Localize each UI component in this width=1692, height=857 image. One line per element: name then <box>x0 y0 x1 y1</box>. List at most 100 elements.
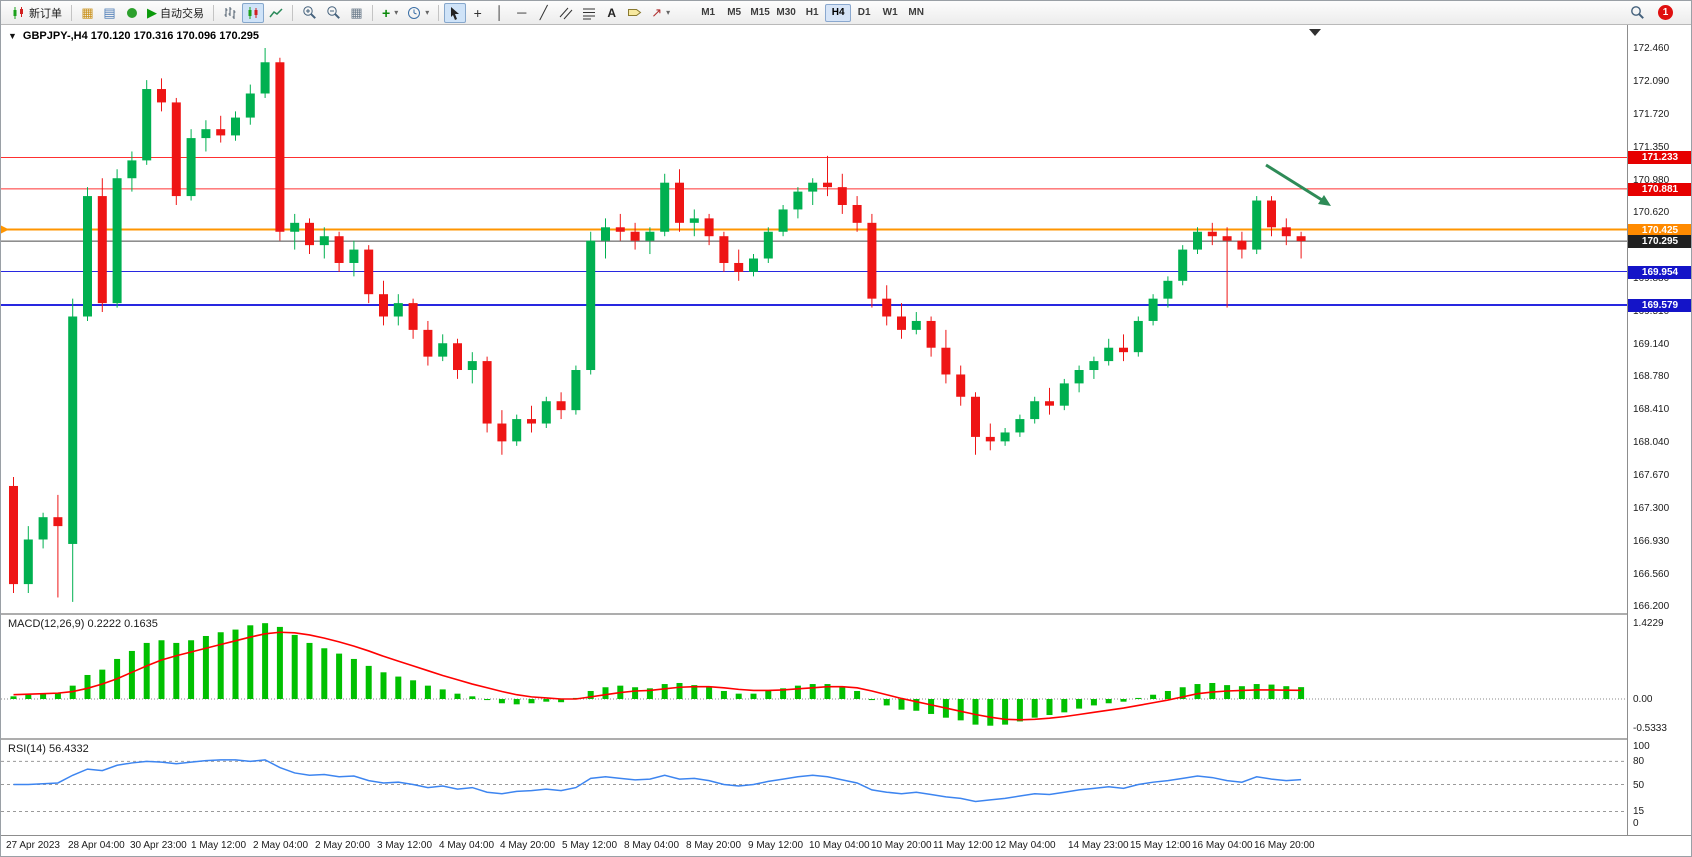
time-axis-label: 15 May 12:00 <box>1130 840 1191 851</box>
price-axis-label: 168.040 <box>1633 437 1670 449</box>
profiles-button[interactable]: ▤ <box>99 3 120 23</box>
timeframe-button-m15[interactable]: M15 <box>747 4 773 22</box>
channel-tool-button[interactable] <box>555 3 577 23</box>
price-tag: 171.233 <box>1628 151 1691 165</box>
price-axis-label: 167.670 <box>1633 470 1670 482</box>
vertical-line-tool-button[interactable]: │ <box>489 3 510 23</box>
timeframe-button-d1[interactable]: D1 <box>851 4 877 22</box>
toolbar-separator <box>213 4 214 21</box>
charts-grid-icon: ▦ <box>81 5 94 20</box>
label-tool-button[interactable] <box>623 3 646 23</box>
trendline-icon: ╱ <box>539 5 548 20</box>
toolbar-separator <box>71 4 72 21</box>
macd-plot <box>1 623 1627 726</box>
dropdown-arrow-icon: ▾ <box>394 8 399 17</box>
bars-chart-icon <box>224 6 236 19</box>
time-axis-label: 8 May 04:00 <box>624 840 680 851</box>
time-axis-label: 2 May 20:00 <box>315 840 371 851</box>
sounds-icon <box>126 7 137 18</box>
cursor-tool-button[interactable] <box>444 2 467 23</box>
time-axis-label: 4 May 20:00 <box>500 840 556 851</box>
new-order-button[interactable]: 新订单 <box>7 3 66 23</box>
time-axis-label: 28 Apr 04:00 <box>68 840 125 851</box>
charts-grid-button[interactable]: ▦ <box>77 3 98 23</box>
sounds-button[interactable] <box>121 3 142 23</box>
timeframe-button-mn[interactable]: MN <box>903 4 929 22</box>
time-axis-label: 1 May 12:00 <box>191 840 247 851</box>
fibonacci-icon <box>583 8 596 19</box>
chart-menu-icon[interactable]: ▼ <box>8 31 17 41</box>
arrows-tool-button[interactable]: ↗ ▾ <box>647 3 674 23</box>
pane-splitter[interactable] <box>1 738 1691 740</box>
pane-splitter[interactable] <box>1 613 1691 615</box>
time-axis-label: 30 Apr 23:00 <box>130 840 187 851</box>
zoom-in-button[interactable] <box>298 3 321 23</box>
periods-button[interactable]: ▾ <box>403 3 433 23</box>
new-order-icon <box>13 6 23 19</box>
search-button[interactable] <box>1626 3 1649 23</box>
search-icon <box>1631 6 1644 19</box>
rsi-pane[interactable]: RSI(14) 56.4332 <box>1 740 1627 835</box>
label-icon <box>628 9 642 16</box>
rsi-axis-label: 50 <box>1633 779 1645 791</box>
timeframe-button-m5[interactable]: M5 <box>721 4 747 22</box>
price-axis-label: 166.200 <box>1633 601 1670 613</box>
indicators-icon: + <box>382 4 391 21</box>
line-chart-icon <box>269 7 283 17</box>
time-axis-label: 3 May 12:00 <box>377 840 433 851</box>
trend-arrow-annotation[interactable] <box>1265 163 1331 206</box>
autotrading-button[interactable]: ▶ 自动交易 <box>143 3 208 23</box>
horizontal-line-tool-button[interactable]: ─ <box>511 3 532 23</box>
price-axis-label: 166.560 <box>1633 569 1670 581</box>
candles-chart-icon <box>248 6 258 19</box>
macd-pane[interactable]: MACD(12,26,9) 0.2222 0.1635 <box>1 615 1627 738</box>
arrows-icon: ↗ <box>651 5 663 20</box>
new-order-label: 新订单 <box>29 7 62 20</box>
text-tool-button[interactable]: A <box>601 3 622 23</box>
candles-series <box>9 48 1306 602</box>
periods-icon <box>408 6 421 19</box>
timeframe-button-m1[interactable]: M1 <box>695 4 721 22</box>
time-axis-label: 16 May 20:00 <box>1254 840 1315 851</box>
chart-shift-marker[interactable] <box>1309 29 1321 36</box>
dropdown-arrow-icon: ▾ <box>425 8 430 17</box>
time-axis-label: 10 May 04:00 <box>809 840 870 851</box>
horizontal-line-icon: ─ <box>517 5 527 20</box>
level-lines[interactable] <box>1 156 1627 306</box>
fibonacci-tool-button[interactable] <box>578 3 600 23</box>
time-axis-label: 27 Apr 2023 <box>6 840 60 851</box>
notification-badge[interactable]: 1 <box>1658 5 1673 20</box>
price-tag: 169.579 <box>1628 298 1691 312</box>
price-axis-label: 171.350 <box>1633 142 1670 153</box>
time-axis-label: 2 May 04:00 <box>253 840 309 851</box>
trendline-tool-button[interactable]: ╱ <box>533 3 554 23</box>
timeframe-button-w1[interactable]: W1 <box>877 4 903 22</box>
macd-axis-label: -0.5333 <box>1633 722 1667 734</box>
rsi-line <box>13 759 1302 803</box>
price-axis-label: 171.720 <box>1633 109 1670 120</box>
tile-windows-button[interactable]: ▦ <box>346 3 367 23</box>
rsi-label: RSI(14) 56.4332 <box>8 743 89 755</box>
price-chart-pane[interactable]: ▼ GBPJPY-,H4 170.120 170.316 170.096 170… <box>1 25 1627 613</box>
channel-icon <box>559 7 573 19</box>
timeframe-button-m30[interactable]: M30 <box>773 4 799 22</box>
zoom-in-icon <box>303 6 316 19</box>
price-axis-label: 170.620 <box>1633 207 1670 219</box>
chart-border <box>1 835 1691 836</box>
crosshair-tool-button[interactable]: + <box>467 3 488 23</box>
toolbar-separator <box>372 4 373 21</box>
timeframe-button-h4[interactable]: H4 <box>825 3 852 22</box>
line-chart-type-button[interactable] <box>265 3 287 23</box>
price-axis-label: 170.980 <box>1633 175 1670 187</box>
candle-chart-type-button[interactable] <box>242 2 264 23</box>
bar-chart-type-button[interactable] <box>219 3 241 23</box>
indicators-button[interactable]: + ▾ <box>378 3 402 23</box>
price-axis-label: 168.410 <box>1633 404 1670 416</box>
price-tag: 170.295 <box>1628 235 1691 249</box>
zoom-out-button[interactable] <box>322 3 345 23</box>
timeframe-button-h1[interactable]: H1 <box>799 4 825 22</box>
text-icon: A <box>607 5 617 20</box>
macd-axis-label: 1.4229 <box>1633 618 1664 629</box>
time-axis[interactable] <box>1 836 1691 856</box>
